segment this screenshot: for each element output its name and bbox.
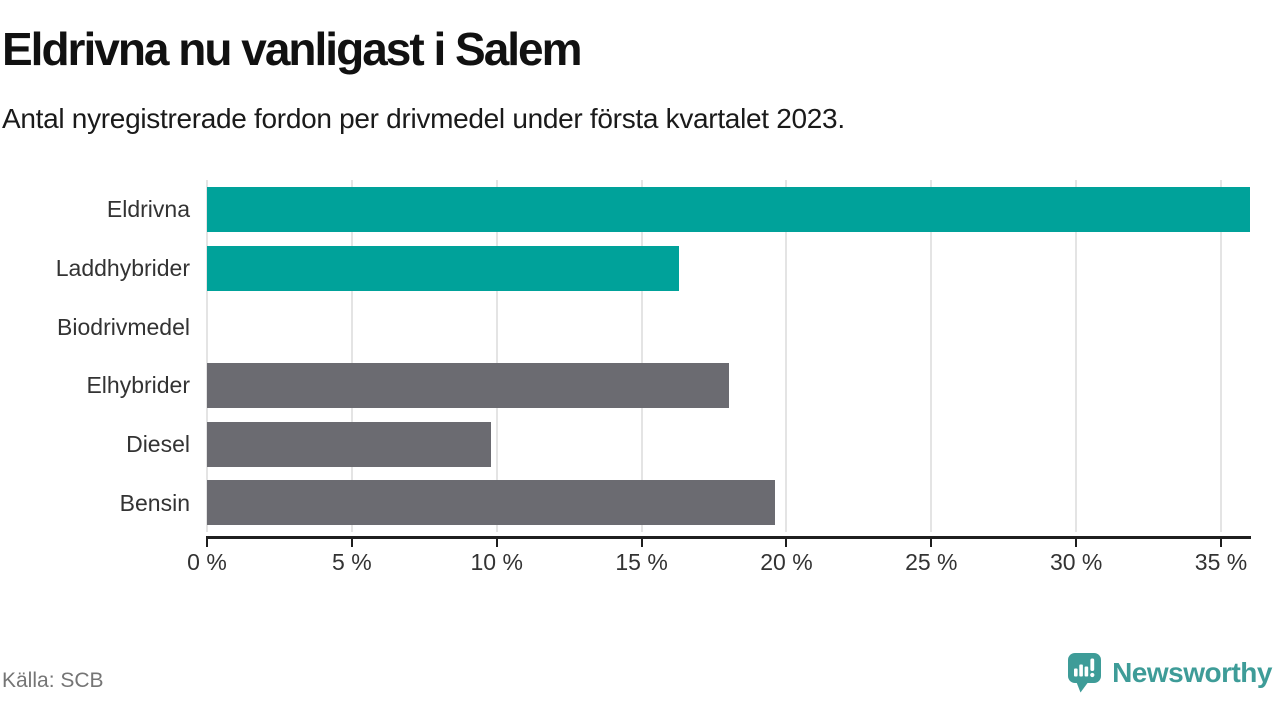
gridline-10 [495, 180, 498, 532]
x-tick-5 [350, 539, 353, 547]
x-tick-label-15: 15 % [615, 549, 668, 575]
gridline-25 [930, 180, 933, 532]
gridline-35 [1220, 180, 1223, 532]
x-tick-label-10: 10 % [470, 549, 523, 575]
x-tick-label-25: 25 % [905, 549, 958, 575]
gridline-15 [640, 180, 643, 532]
x-tick-0 [206, 539, 208, 547]
newsworthy-icon [1068, 653, 1102, 693]
gridline-0 [206, 180, 208, 532]
bar-bensin [207, 480, 775, 526]
gridline-30 [1075, 180, 1078, 532]
x-tick-label-0: 0 % [187, 549, 227, 575]
chart-subtitle: Antal nyregistrerade fordon per drivmede… [2, 103, 845, 134]
x-tick-30 [1075, 539, 1078, 547]
category-label-diesel: Diesel [126, 431, 190, 457]
x-tick-label-30: 30 % [1049, 549, 1103, 575]
x-tick-label-5: 5 % [332, 549, 372, 575]
x-tick-10 [495, 539, 498, 547]
x-tick-label-20: 20 % [760, 549, 813, 575]
bar-laddhybrider [207, 245, 680, 291]
gridline-5 [350, 180, 353, 532]
bar-eldrivna [207, 186, 1250, 232]
x-tick-20 [785, 539, 788, 547]
bar-elhybrider [207, 362, 729, 408]
category-label-eldrivna: Eldrivna [106, 196, 190, 223]
gridline-20 [785, 180, 788, 532]
x-tick-label-35: 35 % [1194, 549, 1248, 575]
brand-logo: Newsworthy [1068, 653, 1272, 693]
x-tick-25 [930, 539, 933, 547]
category-label-elhybrider: Elhybrider [86, 372, 190, 399]
category-label-laddhybrider: Laddhybrider [55, 255, 190, 281]
x-tick-15 [640, 539, 643, 547]
bar-diesel [207, 421, 491, 467]
y-axis-labels: Eldrivna Laddhybrider Biodrivmedel Elhybrid… [0, 180, 190, 532]
x-tick-35 [1220, 539, 1223, 547]
source-label: Källa: SCB [2, 669, 104, 692]
plot-area [206, 180, 1250, 532]
category-label-biodrivmedel: Biodrivmedel [57, 313, 190, 340]
brand-name: Newsworthy [1112, 657, 1272, 688]
x-axis-line [206, 536, 1251, 539]
category-label-bensin: Bensin [119, 489, 190, 516]
chart-title: Eldrivna nu vanligast i Salem [2, 23, 583, 75]
